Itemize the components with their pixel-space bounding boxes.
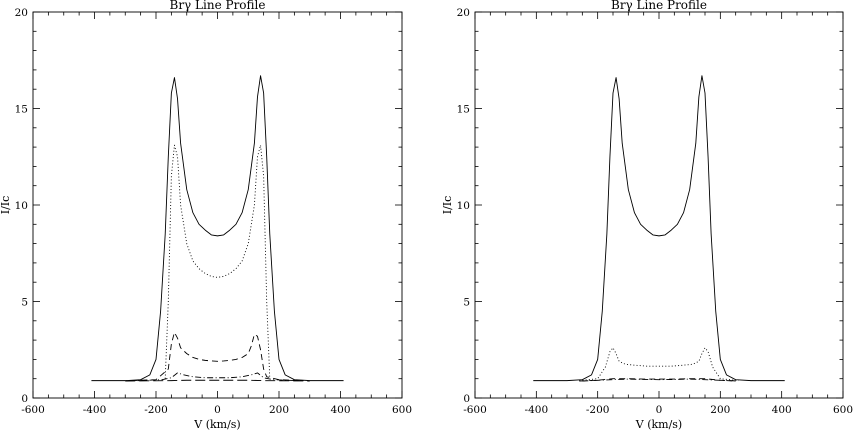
x-axis-label: V (km/s) xyxy=(635,418,682,431)
series-line-dashed xyxy=(579,378,739,382)
chart-title: Brγ Line Profile xyxy=(170,0,266,12)
x-tick-label: -200 xyxy=(586,404,610,416)
y-tick-label: 20 xyxy=(15,7,28,19)
chart-right: Brγ Line Profile -600 -400 -200 0 200 400 600 0 5… xyxy=(441,0,853,431)
plot-frame xyxy=(474,11,844,399)
series-line-solid xyxy=(533,75,785,382)
y-tick-label: 15 xyxy=(15,104,28,116)
x-tick-label: -600 xyxy=(21,404,45,416)
y-tick-label: 0 xyxy=(21,393,28,405)
x-tick-label: -200 xyxy=(144,404,168,416)
series-line-longdash xyxy=(125,379,310,382)
x-tick-label: 0 xyxy=(656,404,663,416)
series-line-dotted xyxy=(164,144,271,379)
x-tick-label: 0 xyxy=(214,404,221,416)
series-line-dashed xyxy=(131,331,304,382)
y-tick-label: 15 xyxy=(457,104,470,116)
series-line-solid xyxy=(91,75,344,382)
x-tick-label: 400 xyxy=(772,404,792,416)
x-tick-label: 200 xyxy=(269,404,289,416)
chart-title: Brγ Line Profile xyxy=(611,0,707,12)
y-tick-label: 10 xyxy=(15,200,28,212)
x-tick-label: -400 xyxy=(83,404,107,416)
x-tick-label: -600 xyxy=(463,404,487,416)
x-axis-label: V (km/s) xyxy=(193,418,240,431)
y-axis-label: I/Ic xyxy=(441,196,454,215)
x-tick-label: 400 xyxy=(330,404,350,416)
y-tick-label: 0 xyxy=(463,393,470,405)
x-tick-label: 600 xyxy=(833,404,853,416)
y-tick-label: 5 xyxy=(463,297,470,309)
series-line-dotted xyxy=(579,347,739,382)
chart-left: Brγ Line Profile -600 -400 -200 0 200 400 600 0 5… xyxy=(0,0,412,431)
x-tick-label: -400 xyxy=(525,404,549,416)
y-tick-label: 20 xyxy=(457,7,470,19)
y-tick-label: 5 xyxy=(21,297,28,309)
y-axis-label: I/Ic xyxy=(0,196,12,215)
series-line-dashdot xyxy=(582,378,736,382)
series-line-dashdot xyxy=(137,372,298,382)
y-tick-label: 10 xyxy=(457,200,470,212)
plot-frame xyxy=(32,11,403,399)
x-tick-label: 600 xyxy=(392,404,412,416)
x-tick-label: 200 xyxy=(710,404,730,416)
